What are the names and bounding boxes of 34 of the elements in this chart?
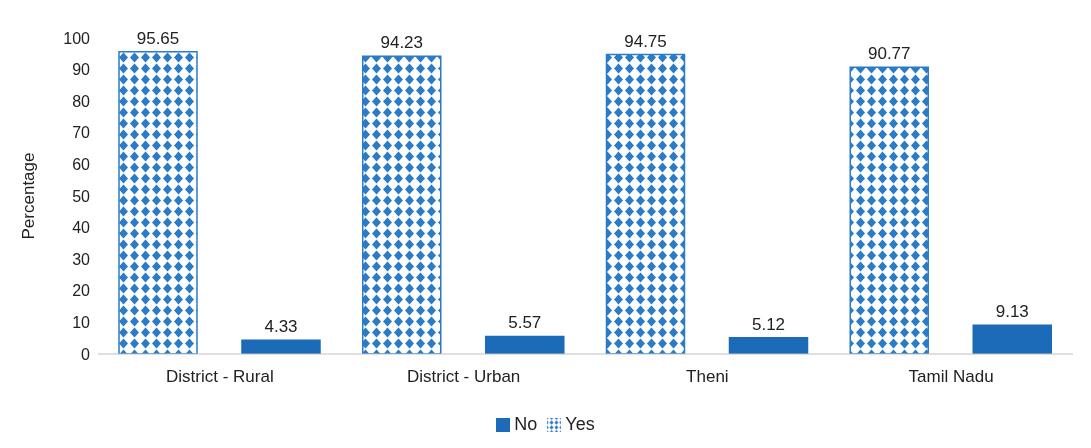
x-tick-label: District - Urban xyxy=(406,367,521,387)
data-label: 95.65 xyxy=(136,28,180,48)
data-label: 94.23 xyxy=(380,33,424,53)
y-tick-label: 10 xyxy=(72,314,91,332)
y-tick-label: 80 xyxy=(72,92,91,110)
x-tick-label: Theni xyxy=(686,367,729,387)
y-tick-label: 90 xyxy=(72,61,91,79)
legend-label: Yes xyxy=(565,414,595,434)
y-tick-label: 30 xyxy=(72,250,91,268)
y-tick-label: 0 xyxy=(81,345,91,363)
y-tick-label: 70 xyxy=(72,124,91,142)
y-tick-label: 60 xyxy=(72,156,91,174)
bar xyxy=(605,53,686,354)
y-tick-label: 40 xyxy=(72,219,91,237)
data-label: 94.75 xyxy=(624,31,667,51)
legend-label: No xyxy=(514,414,538,434)
bar xyxy=(362,55,442,354)
y-tick-label: 20 xyxy=(72,282,91,300)
bar xyxy=(118,51,198,354)
bar xyxy=(485,335,565,354)
bar xyxy=(972,324,1052,354)
data-label: 90.77 xyxy=(867,44,911,64)
y-axis-title: Percentage xyxy=(19,152,39,240)
data-label: 5.12 xyxy=(751,314,786,334)
bar xyxy=(728,337,809,354)
data-label: 9.13 xyxy=(995,302,1029,322)
bar xyxy=(849,66,929,354)
x-tick-label: Tamil Nadu xyxy=(908,367,994,387)
data-label: 5.57 xyxy=(508,313,542,333)
data-label: 4.33 xyxy=(264,317,298,337)
y-tick-label: 100 xyxy=(63,29,91,47)
bar xyxy=(241,339,321,354)
y-tick-label: 50 xyxy=(72,187,91,205)
x-tick-label: District - Rural xyxy=(166,367,274,387)
